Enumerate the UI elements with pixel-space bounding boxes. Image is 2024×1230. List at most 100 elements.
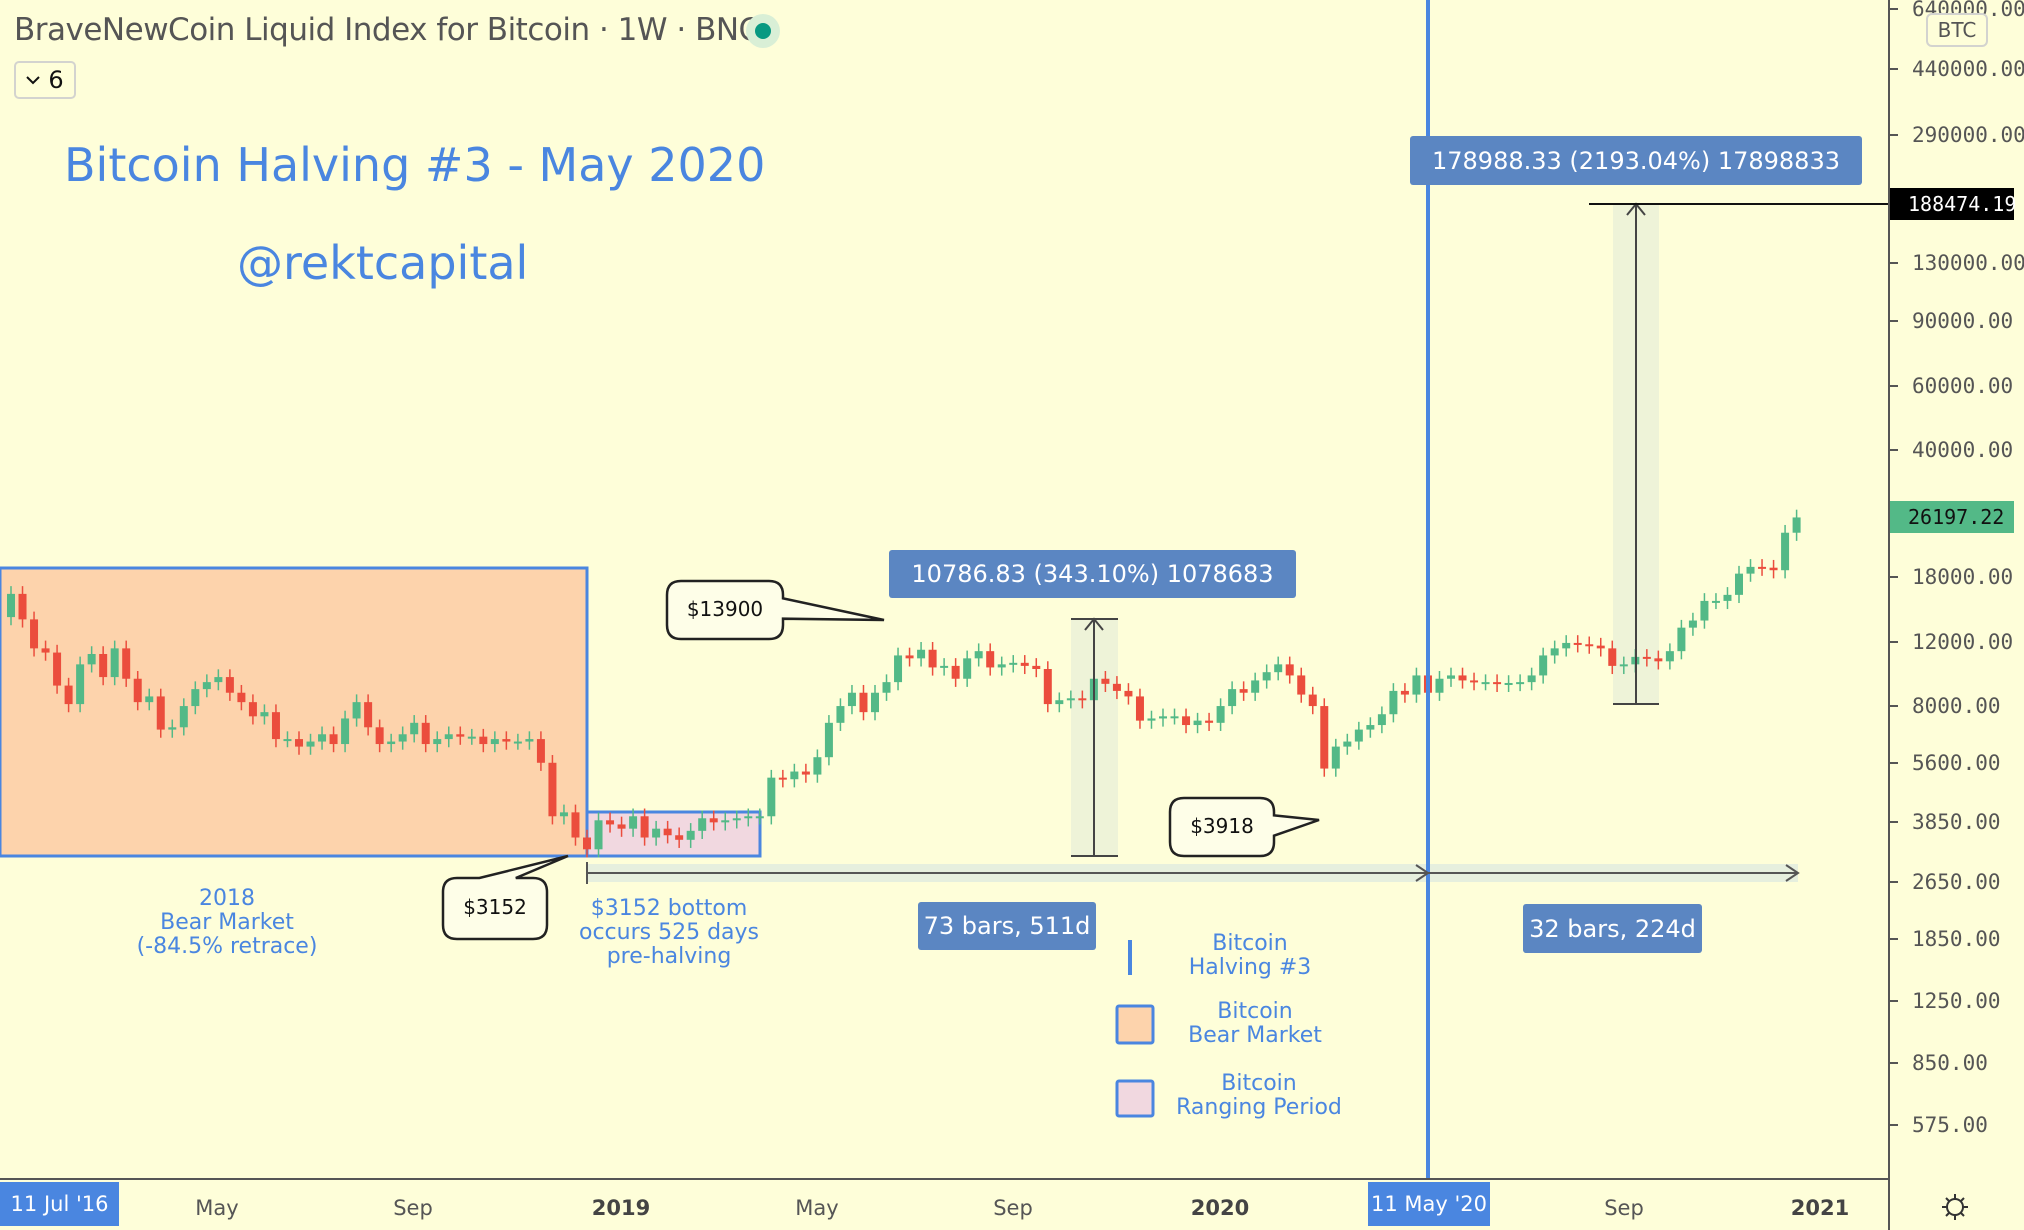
x-tick: 2021 (1790, 1196, 1850, 1220)
y-tick-mark (1890, 576, 1898, 579)
candle-body (1735, 573, 1743, 595)
candle-down (1297, 667, 1306, 703)
candle-up (894, 647, 903, 691)
candle-body (997, 664, 1006, 668)
symbol-title[interactable]: BraveNewCoin Liquid Index for Bitcoin · … (14, 12, 760, 48)
candle-down (122, 640, 131, 687)
candle-up (1228, 681, 1237, 715)
candle-body (1665, 651, 1674, 662)
candle-body (709, 818, 718, 823)
candle-body (1308, 694, 1317, 707)
candle-body (1573, 642, 1582, 645)
candle-body (974, 651, 983, 659)
candle-down (41, 640, 50, 661)
note-line: $3152 bottom (590, 896, 748, 921)
candle-down (1043, 661, 1052, 713)
candle-down (663, 820, 672, 844)
candle-body (271, 712, 280, 740)
price-axis[interactable]: 640000.00 440000.00 290000.00 130000.00 9000… (1888, 0, 2024, 1230)
candle-up (1688, 612, 1697, 636)
legend-line: Bitcoin (1221, 1071, 1297, 1096)
candle-up (1562, 635, 1571, 657)
candle-body (237, 692, 246, 703)
candle-body (629, 816, 638, 829)
candle-body (1792, 517, 1801, 533)
candle-down (928, 641, 937, 676)
candle-body (1585, 644, 1594, 647)
candle-up (732, 810, 741, 829)
candle-body (1723, 594, 1732, 601)
candle-body (721, 820, 730, 823)
candle-down (18, 586, 27, 628)
indicators-toggle-button[interactable]: 6 (14, 61, 76, 99)
settings-gear-icon[interactable] (1940, 1192, 1970, 1222)
candle-up (433, 731, 442, 753)
candle-body (30, 619, 39, 649)
candle-body (421, 722, 430, 745)
candle-up (1009, 655, 1018, 673)
candle-body (1112, 683, 1121, 691)
candle-body (410, 722, 419, 735)
candle-down (905, 647, 914, 667)
measure-arrow-icon (1071, 617, 1118, 857)
candle-down (1135, 688, 1144, 729)
indicators-count: 6 (48, 66, 64, 94)
candle-up (1412, 667, 1421, 703)
y-tick-mark (1890, 1061, 1898, 1064)
candle-body (583, 837, 591, 850)
candle-body (283, 739, 292, 742)
candle-body (1182, 716, 1191, 726)
candle-body (652, 828, 661, 838)
candle-up (629, 808, 638, 837)
candle-up (698, 810, 707, 839)
candle-body (917, 649, 926, 659)
candle-down (53, 644, 62, 694)
candle-body (755, 816, 764, 819)
candle-down (583, 829, 591, 858)
candle-down (1758, 559, 1767, 576)
candle-up (652, 820, 661, 846)
candle-down (271, 704, 280, 748)
candle-up (387, 733, 396, 753)
last-price-label: 26197.22 (1890, 501, 2014, 534)
candle-down (801, 763, 810, 783)
candle-down (606, 812, 615, 833)
candle-body (571, 812, 580, 838)
candle-up (1274, 656, 1283, 681)
candle-body (1608, 648, 1617, 666)
candle-down (1124, 683, 1133, 705)
candle-up (1481, 674, 1490, 691)
y-tick-mark (1890, 384, 1898, 387)
x-tick: May (195, 1196, 239, 1220)
candle-down (986, 643, 995, 676)
candle-up (1781, 524, 1790, 579)
candle-body (905, 655, 914, 659)
candle-body (640, 816, 649, 838)
y-tick-mark (1890, 320, 1898, 323)
candle-up (1665, 643, 1674, 670)
status-dot-icon (755, 23, 771, 39)
candle-down (237, 684, 246, 711)
candle-down (1078, 690, 1087, 709)
candle-body (479, 736, 488, 745)
candle-up (1193, 712, 1202, 734)
y-tick-label: 2650.00 (1912, 869, 2001, 894)
time-axis[interactable]: 11 Jul '16 May Sep 2019 May Sep 2020 11 … (0, 1178, 1888, 1230)
candle-body (444, 734, 453, 740)
candle-up (1170, 708, 1179, 725)
candle-up (1619, 656, 1628, 675)
candle-body (110, 648, 119, 678)
candle-body (1262, 672, 1271, 681)
candle-body (675, 835, 684, 840)
candle-body (1170, 716, 1179, 719)
candle-up (145, 688, 154, 711)
candle-body (1193, 720, 1202, 726)
candle-down (30, 611, 39, 657)
price-chart[interactable] (0, 0, 1888, 1178)
candle-down (1182, 708, 1191, 734)
currency-badge[interactable]: BTC (1926, 13, 1988, 47)
candle-up (1792, 509, 1801, 541)
candle-body (133, 678, 142, 703)
candle-body (64, 685, 73, 705)
candle-up (214, 669, 223, 691)
